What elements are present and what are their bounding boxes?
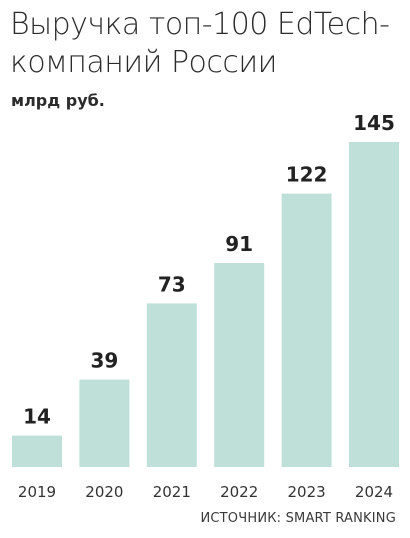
chart-title: Выручка топ-100 EdTech-компаний России <box>10 7 390 80</box>
value-label-2019: 14 <box>23 405 51 429</box>
bar-2023 <box>281 193 332 467</box>
x-tick-2020: 2020 <box>85 483 123 501</box>
value-label-2021: 73 <box>158 272 186 296</box>
bar-2022 <box>214 263 265 467</box>
value-label-2024: 145 <box>353 111 395 135</box>
chart-unit-label: млрд руб. <box>11 91 105 110</box>
value-label-2023: 122 <box>286 163 328 187</box>
bar-2019 <box>12 435 62 467</box>
bar-2020 <box>79 379 130 467</box>
x-tick-2019: 2019 <box>18 483 56 501</box>
x-tick-2024: 2024 <box>355 483 393 501</box>
x-tick-2021: 2021 <box>153 483 191 501</box>
source-note: ИСТОЧНИК: SMART RANKING <box>200 511 396 526</box>
bar-2024 <box>349 142 399 467</box>
x-tick-2022: 2022 <box>220 483 258 501</box>
value-label-2020: 39 <box>90 349 118 373</box>
value-label-2022: 91 <box>225 232 253 256</box>
x-tick-2023: 2023 <box>288 483 326 501</box>
bar-2021 <box>146 303 197 467</box>
